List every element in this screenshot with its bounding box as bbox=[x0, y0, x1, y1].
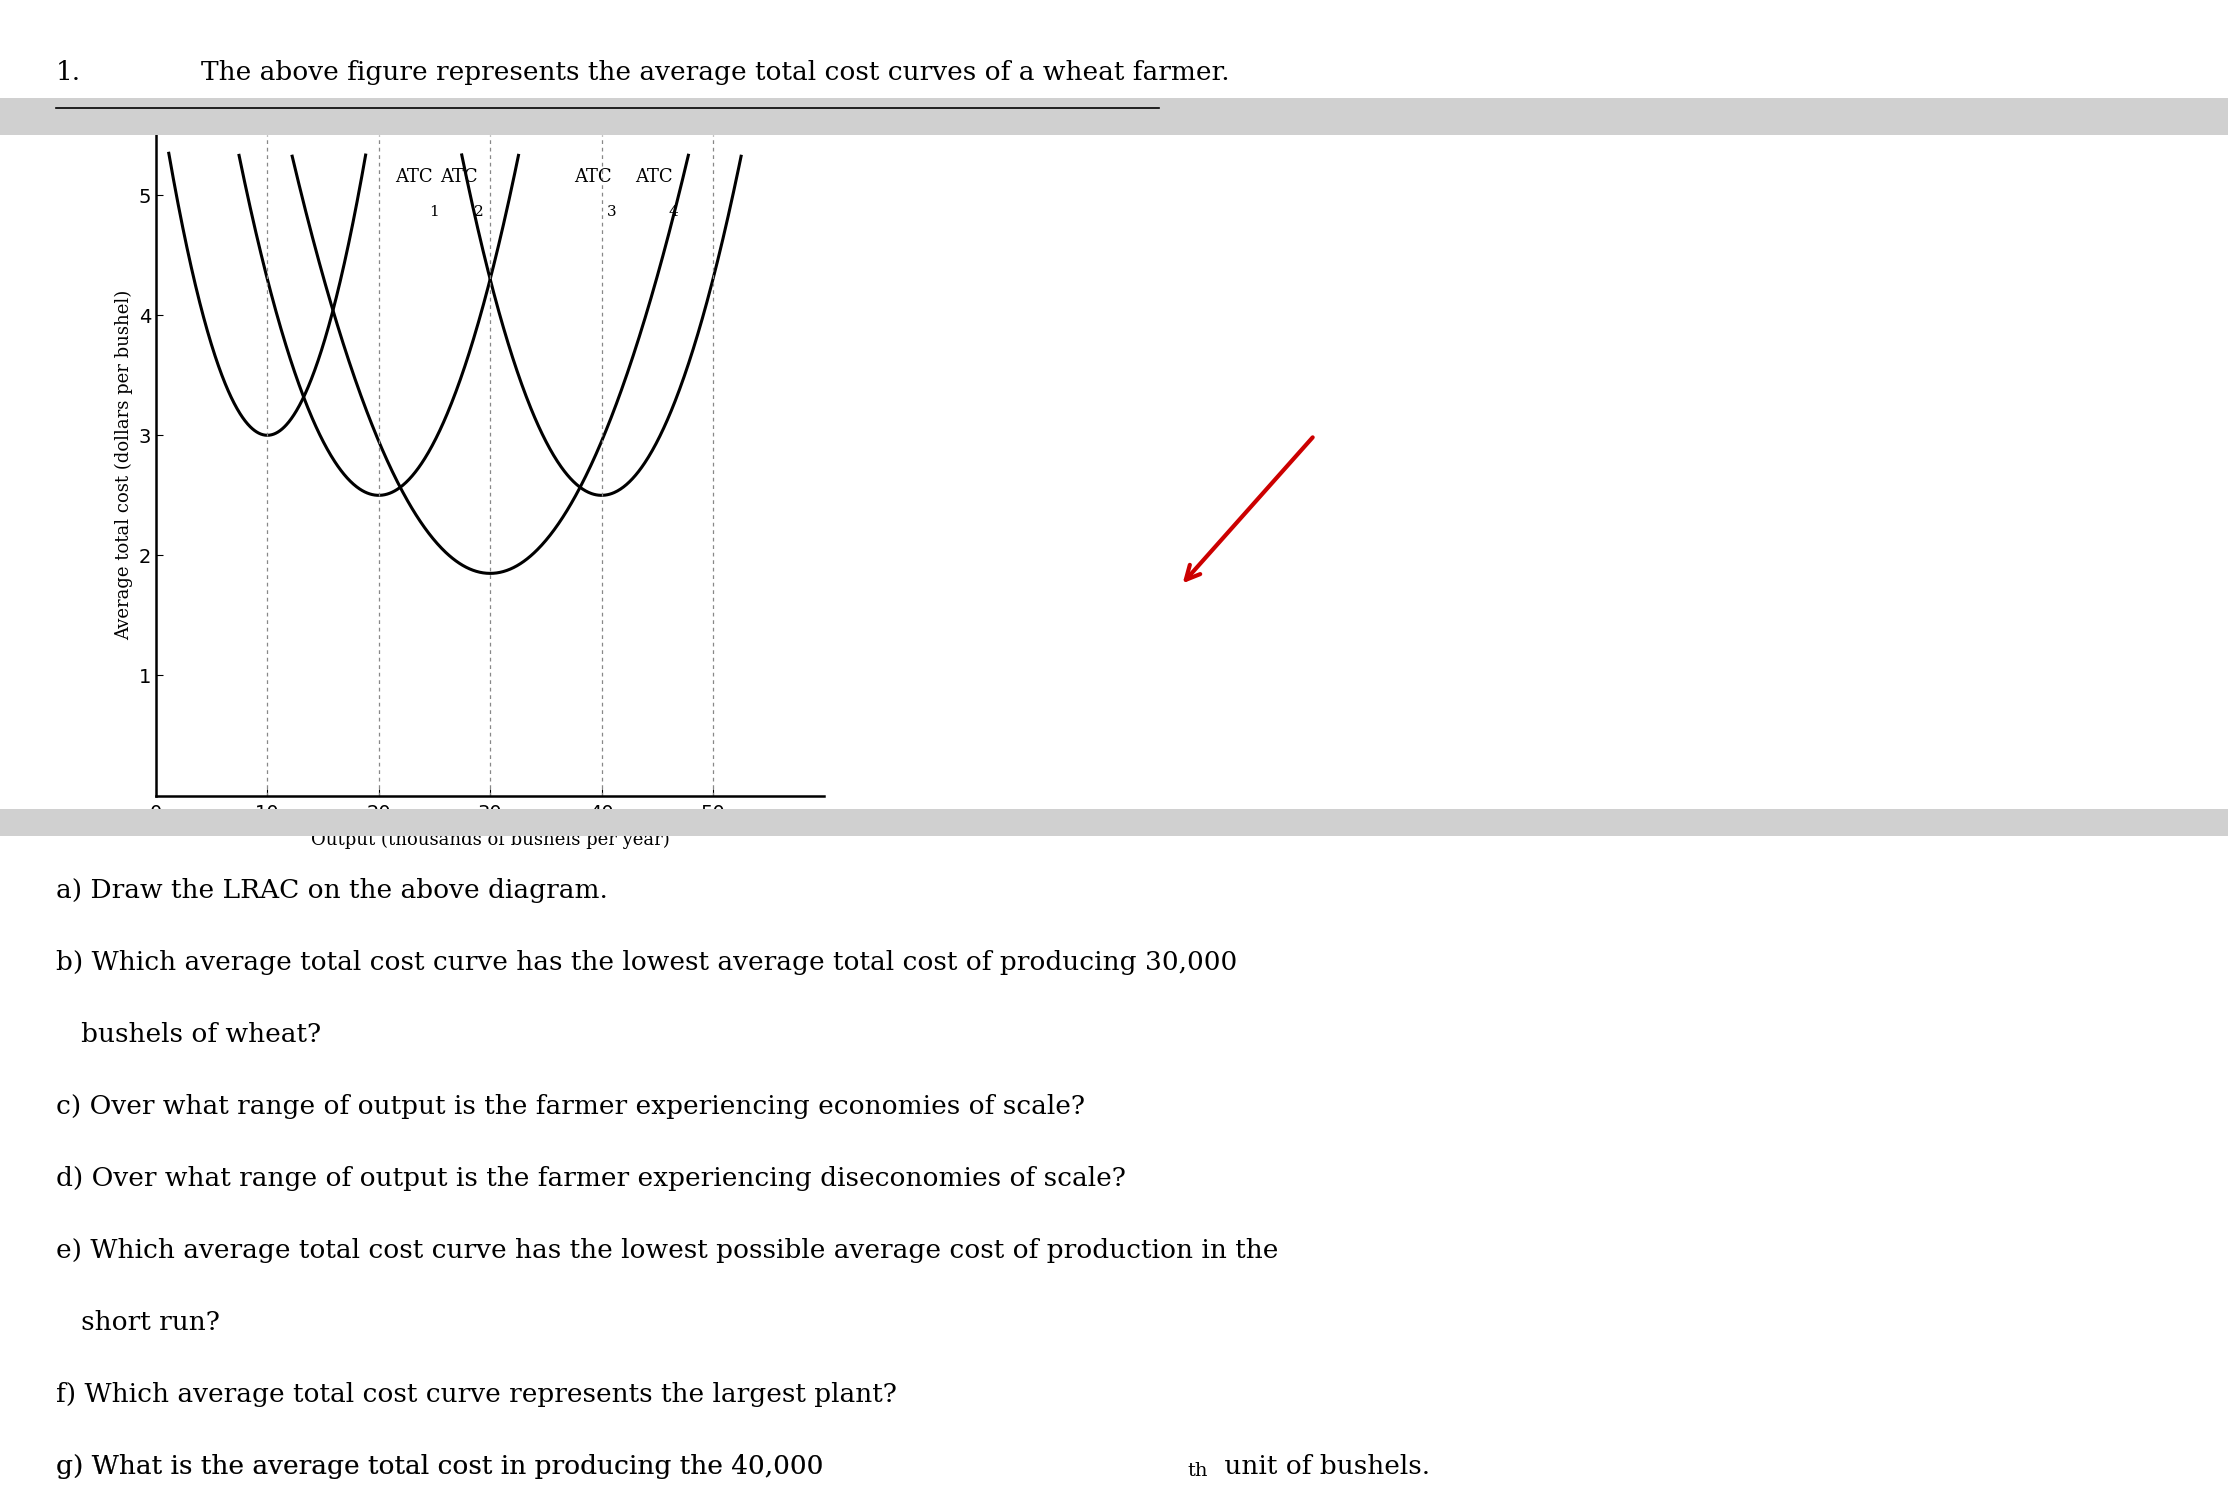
Text: ATC: ATC bbox=[397, 168, 432, 186]
Y-axis label: Average total cost (dollars per bushel): Average total cost (dollars per bushel) bbox=[116, 290, 134, 641]
Text: 1.: 1. bbox=[56, 60, 80, 84]
Text: 2: 2 bbox=[472, 206, 483, 219]
Text: a) Draw the LRAC on the above diagram.: a) Draw the LRAC on the above diagram. bbox=[56, 878, 608, 904]
Text: g) What is the average total cost in producing the 40,000th: g) What is the average total cost in pro… bbox=[56, 1454, 851, 1480]
Text: f) Which average total cost curve represents the largest plant?: f) Which average total cost curve repres… bbox=[56, 1382, 896, 1408]
Text: ATC: ATC bbox=[635, 168, 673, 186]
Text: The above figure represents the average total cost curves of a wheat farmer.: The above figure represents the average … bbox=[201, 60, 1230, 84]
X-axis label: Output (thousands of bushels per year): Output (thousands of bushels per year) bbox=[310, 832, 671, 850]
Text: c) Over what range of output is the farmer experiencing economies of scale?: c) Over what range of output is the farm… bbox=[56, 1094, 1085, 1120]
Text: 4: 4 bbox=[668, 206, 677, 219]
Text: e) Which average total cost curve has the lowest possible average cost of produc: e) Which average total cost curve has th… bbox=[56, 1238, 1279, 1264]
Text: 3: 3 bbox=[606, 206, 617, 219]
Text: g) What is the average total cost in producing the 40,000: g) What is the average total cost in pro… bbox=[56, 1454, 822, 1480]
Text: b) Which average total cost curve has the lowest average total cost of producing: b) Which average total cost curve has th… bbox=[56, 950, 1237, 976]
Text: 1: 1 bbox=[428, 206, 439, 219]
Text: ATC: ATC bbox=[439, 168, 477, 186]
Text: short run?: short run? bbox=[56, 1310, 221, 1336]
Text: unit of bushels.: unit of bushels. bbox=[1216, 1454, 1430, 1480]
Text: bushels of wheat?: bushels of wheat? bbox=[56, 1022, 321, 1048]
Text: g) What is the average total cost in producing the 40,000: g) What is the average total cost in pro… bbox=[56, 1454, 822, 1480]
Text: ATC: ATC bbox=[573, 168, 610, 186]
Text: th: th bbox=[1188, 1462, 1208, 1480]
Text: d) Over what range of output is the farmer experiencing diseconomies of scale?: d) Over what range of output is the farm… bbox=[56, 1166, 1125, 1192]
